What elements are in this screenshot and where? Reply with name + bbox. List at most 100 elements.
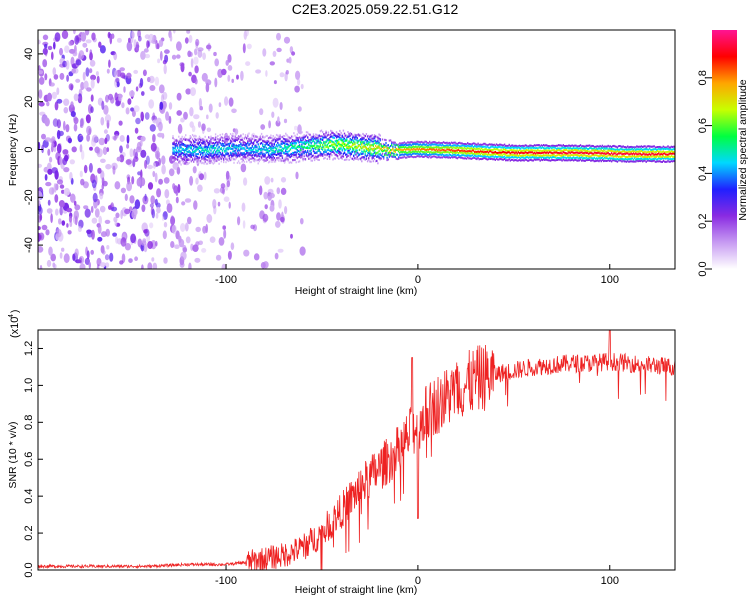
spectrogram-cell xyxy=(211,145,213,148)
spectrogram-cell xyxy=(358,144,361,147)
spectrogram-cell xyxy=(137,30,141,38)
spectrogram-cell xyxy=(346,158,348,161)
spectrogram-cell xyxy=(540,156,543,159)
spectrogram-cell xyxy=(528,159,530,162)
spectrogram-cell xyxy=(450,146,453,149)
spectrogram-cell xyxy=(536,158,538,161)
spectrogram-cell xyxy=(209,152,211,155)
spectrogram-cell xyxy=(246,145,248,148)
spectrogram-cell xyxy=(593,156,595,159)
spectrogram-cell xyxy=(365,143,368,146)
spectrogram-cell xyxy=(460,145,462,148)
spectrogram-cell xyxy=(248,148,250,150)
spectrogram-cell xyxy=(566,144,568,147)
spectrogram-cell xyxy=(264,141,266,144)
spectrogram-cell xyxy=(559,154,561,157)
spectrogram-cell xyxy=(263,160,265,163)
spectrogram-cell xyxy=(265,146,267,149)
spectrogram-cell xyxy=(652,159,654,162)
spectrogram-cell xyxy=(214,157,217,160)
spectrogram-cell xyxy=(469,143,471,145)
spectrogram-cell xyxy=(288,155,290,158)
spectrogram-cell xyxy=(607,149,609,152)
spectrogram-cell xyxy=(622,150,624,153)
spectrogram-cell xyxy=(505,144,507,147)
spectrogram-cell xyxy=(620,147,622,150)
spectrogram-cell xyxy=(421,150,423,153)
spectrogram-cell xyxy=(41,224,48,231)
spectrogram-cell xyxy=(353,135,355,137)
spectrogram-cell xyxy=(217,141,219,144)
spectrogram-cell xyxy=(666,157,668,160)
spectrogram-cell xyxy=(576,159,578,162)
spectrogram-cell xyxy=(615,160,617,163)
spectrogram-cell xyxy=(622,153,624,155)
spectrogram-cell xyxy=(232,152,234,155)
spectrogram-cell xyxy=(331,135,333,138)
spectrogram-cell xyxy=(248,140,250,143)
spectrogram-cell xyxy=(242,140,244,143)
spectrogram-cell xyxy=(622,158,624,161)
spectrogram-cell xyxy=(585,156,587,159)
spectrogram-cell xyxy=(572,146,575,149)
spectrogram-cell xyxy=(99,45,106,54)
spectrogram-cell xyxy=(463,146,465,149)
spectrogram-cell xyxy=(524,144,526,147)
spectrogram-cell xyxy=(410,154,412,156)
spectrogram-cell xyxy=(70,193,76,203)
spectrogram-cell xyxy=(366,136,369,139)
spectrogram-cell xyxy=(227,65,233,71)
spectrogram-cell xyxy=(495,151,498,154)
spectrogram-cell xyxy=(479,143,482,146)
spectrogram-cell xyxy=(449,154,452,156)
spectrogram-cell xyxy=(371,140,373,143)
spectrogram-cell xyxy=(179,145,181,148)
spectrogram-cell xyxy=(204,148,206,151)
spectrogram-cell xyxy=(513,159,515,162)
spectrogram-cell xyxy=(517,150,520,153)
spectrogram-cell xyxy=(561,152,563,155)
spectrogram-cell xyxy=(571,149,574,152)
spectrogram-cell xyxy=(617,151,620,154)
spectrogram-cell xyxy=(311,137,313,140)
spectrogram-cell xyxy=(176,158,179,161)
spectrogram-cell xyxy=(612,159,614,162)
spectrogram-cell xyxy=(526,156,529,159)
spectrogram-cell xyxy=(554,159,556,162)
spectrogram-cell xyxy=(660,148,662,151)
spectrogram-cell xyxy=(523,159,525,162)
spectrogram-cell xyxy=(203,146,205,149)
spectrogram-cell xyxy=(488,148,491,151)
spectrogram-cell xyxy=(636,155,638,158)
spectrogram-cell xyxy=(435,142,438,145)
spectrogram-cell xyxy=(341,139,343,142)
spectrogram-cell xyxy=(604,156,606,159)
spectrogram-cell xyxy=(293,145,295,148)
spectrogram-cell xyxy=(480,152,483,155)
spectrogram-cell xyxy=(182,143,185,145)
spectrogram-cell xyxy=(227,74,231,82)
spectrogram-cell xyxy=(297,138,300,141)
spectrogram-cell xyxy=(225,161,227,164)
spectrogram-cell xyxy=(100,170,105,180)
spectrogram-cell xyxy=(187,138,189,141)
spectrogram-cell xyxy=(360,141,362,144)
spectrogram-cell xyxy=(448,141,450,144)
spectrogram-cell xyxy=(355,138,357,141)
spectrogram-cell xyxy=(307,155,309,158)
spectrogram-cell xyxy=(543,144,545,146)
spectrogram-cell xyxy=(400,153,402,156)
spectrogram-cell xyxy=(589,150,591,153)
spectrogram-cell xyxy=(309,147,311,150)
spectrogram-cell xyxy=(350,145,353,148)
spectrogram-cell xyxy=(209,160,211,163)
spectrogram-cell xyxy=(515,144,517,147)
spectrogram-cell xyxy=(116,156,121,162)
spectrogram-cell xyxy=(598,150,600,153)
spectrogram-cell xyxy=(255,146,257,149)
spectrogram-cell xyxy=(439,151,441,154)
spectrogram-cell xyxy=(395,157,397,160)
spectrogram-cell xyxy=(392,155,394,158)
spectrogram-cell xyxy=(380,143,383,146)
spectrogram-cell xyxy=(307,136,309,139)
